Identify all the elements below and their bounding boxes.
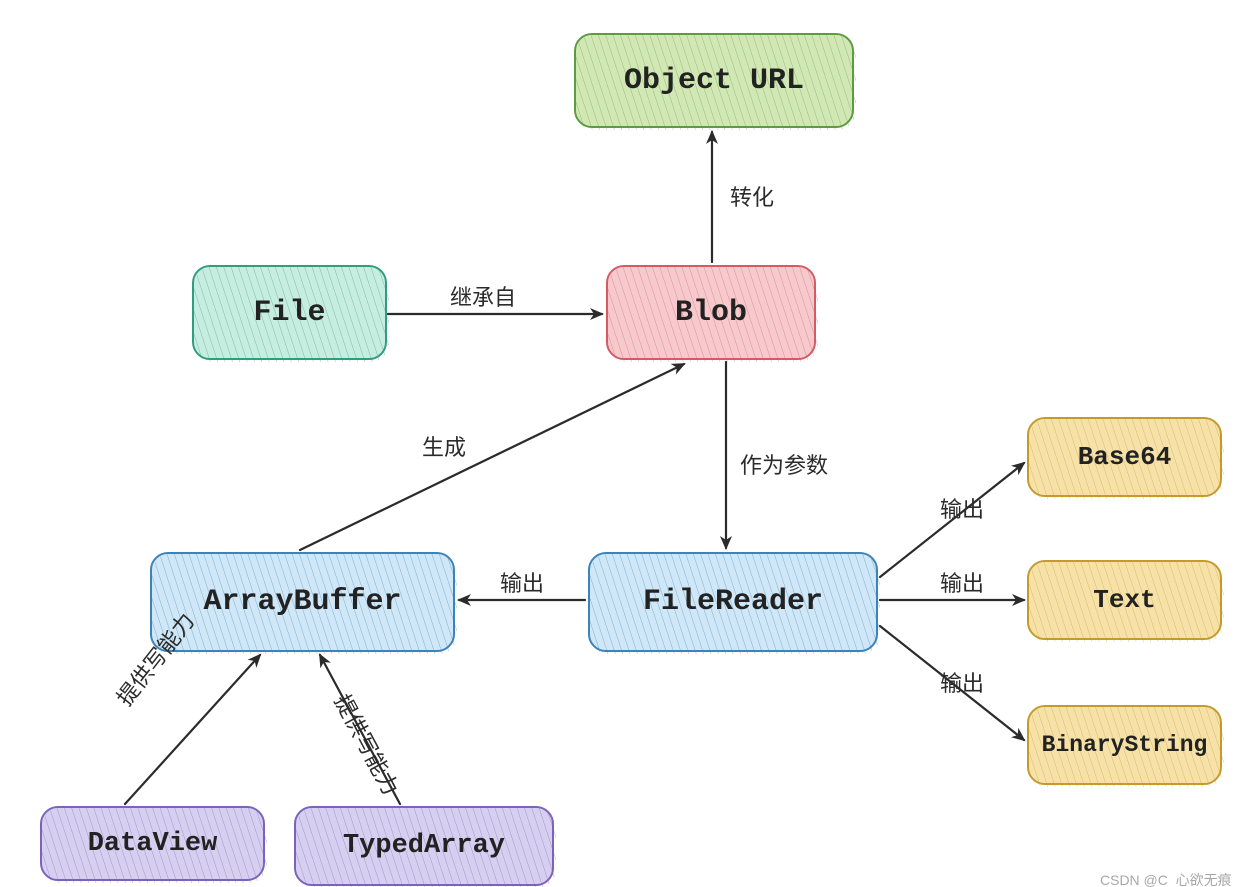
node-label: Text [1093, 585, 1155, 615]
edge-label-e1: 继承自 [450, 280, 516, 312]
node-blob: Blob [606, 265, 816, 360]
node-dataview: DataView [40, 806, 265, 881]
node-label: Base64 [1078, 442, 1172, 472]
node-label: FileReader [643, 585, 823, 619]
node-text: Text [1027, 560, 1222, 640]
node-filereader: FileReader [588, 552, 878, 652]
node-label: TypedArray [343, 831, 505, 861]
node-objecturl: Object URL [574, 33, 854, 128]
edge-label-e5: 输出 [500, 566, 544, 598]
node-binarystring: BinaryString [1027, 705, 1222, 785]
node-file: File [192, 265, 387, 360]
edge-label-e2: 转化 [730, 180, 774, 212]
diagram-canvas: Object URL File Blob ArrayBuffer FileReader B… [0, 0, 1256, 887]
edge-label-e3: 作为参数 [740, 448, 828, 480]
edge-e4 [300, 364, 684, 550]
node-label: Object URL [624, 64, 804, 98]
edge-label-e6: 输出 [940, 492, 984, 524]
node-base64: Base64 [1027, 417, 1222, 497]
node-arraybuffer: ArrayBuffer [150, 552, 455, 652]
watermark: CSDN @C_心欲无痕 [1100, 870, 1232, 887]
edge-label-e10: 提供写能力 [328, 688, 408, 800]
node-label: BinaryString [1042, 732, 1208, 758]
edge-label-e7: 输出 [940, 566, 984, 598]
node-typedarray: TypedArray [294, 806, 554, 886]
node-label: File [253, 296, 325, 330]
edge-label-e8: 输出 [940, 666, 984, 698]
node-label: DataView [88, 829, 218, 859]
node-label: ArrayBuffer [203, 585, 401, 619]
node-label: Blob [675, 296, 747, 330]
edge-label-e4: 生成 [422, 430, 466, 462]
